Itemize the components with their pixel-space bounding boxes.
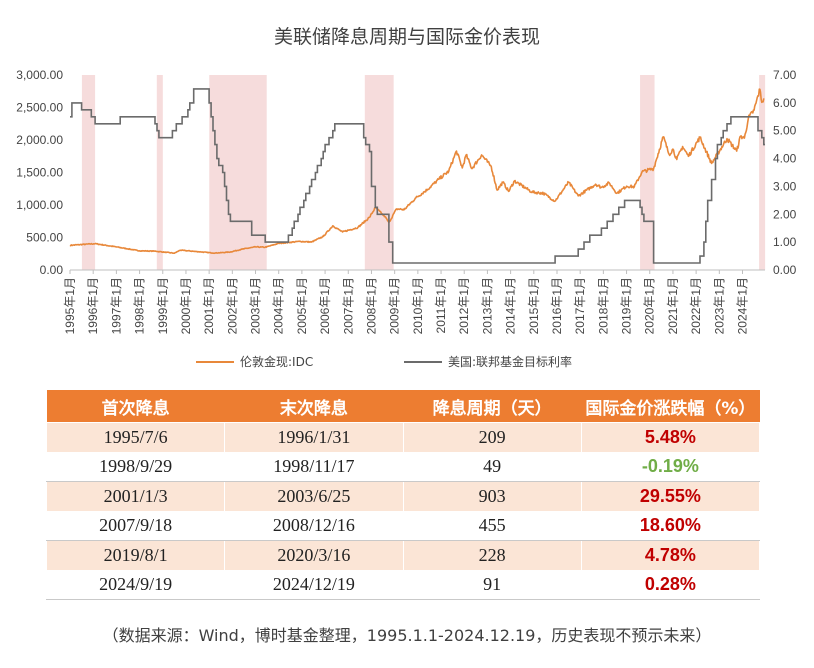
right-axis-tick-label: 3.00 (773, 179, 797, 193)
header-last-cut: 末次降息 (224, 390, 403, 423)
cell-cycle-days: 455 (402, 510, 582, 541)
left-axis-tick-label: 1,500.00 (16, 166, 63, 180)
x-axis-tick-label: 1996年1月 (86, 277, 100, 334)
left-axis-tick-label: 3,000.00 (16, 68, 63, 82)
cell-last-cut: 1996/1/31 (224, 422, 404, 453)
cell-first-cut: 2007/9/18 (45, 510, 226, 541)
gold-vs-fed-rate-chart: 3,000.00 2,500.00 2,000.00 1,500.00 1,000.00… (16, 68, 797, 369)
fed-rate-line (70, 88, 765, 264)
cell-last-cut: 2008/12/16 (224, 510, 404, 541)
cell-cycle-days: 903 (402, 481, 582, 512)
x-axis-tick-label: 1999年1月 (156, 277, 170, 334)
x-axis-tick-label: 2014年1月 (504, 277, 518, 334)
right-axis-tick-label: 6.00 (773, 96, 797, 110)
cell-first-cut: 1998/9/29 (45, 451, 226, 482)
x-axis-tick-label: 2001年1月 (202, 277, 216, 334)
x-axis-tick-label: 2009年1月 (388, 277, 402, 334)
cell-last-cut: 2020/3/16 (224, 540, 404, 571)
table-row: 2007/9/18 2008/12/16 455 18.60% (45, 510, 761, 541)
header-first-cut: 首次降息 (46, 390, 225, 423)
right-axis-tick-label: 4.00 (773, 152, 797, 166)
left-axis-tick-label: 0.00 (40, 263, 64, 277)
right-axis-tick-label: 5.00 (773, 124, 797, 138)
cell-gold-change: 4.78% (580, 540, 761, 571)
x-axis-tick-label: 2020年1月 (643, 277, 657, 334)
legend-fed-label: 美国:联邦基金目标利率 (448, 354, 572, 369)
source-note: （数据来源：Wind，博时基金整理，1995.1.1-2024.12.19，历史… (102, 626, 712, 645)
cell-cycle-days: 91 (402, 569, 582, 600)
x-axis-tick-label: 2013年1月 (480, 277, 494, 334)
rate-cut-shade (156, 75, 163, 270)
cell-cycle-days: 209 (402, 422, 582, 453)
cell-gold-change: 5.48% (580, 422, 761, 453)
table-header-row: 首次降息 末次降息 降息周期（天） 国际金价涨跌幅（%） (46, 390, 760, 423)
cell-gold-change: 18.60% (580, 510, 761, 541)
x-axis-tick-label: 2006年1月 (318, 277, 332, 334)
table-row: 1995/7/6 1996/1/31 209 5.48% (45, 422, 761, 453)
cell-last-cut: 1998/11/17 (224, 451, 404, 482)
right-axis-tick-label: 7.00 (773, 68, 797, 82)
x-axis-tick-label: 2004年1月 (272, 277, 286, 334)
cell-cycle-days: 49 (402, 451, 582, 482)
rate-cut-shade (759, 75, 766, 270)
left-axis-tick-label: 2,000.00 (16, 133, 63, 147)
x-axis-tick-label: 2008年1月 (364, 277, 378, 334)
cell-last-cut: 2003/6/25 (224, 481, 404, 512)
x-axis-tick-label: 2015年1月 (527, 277, 541, 334)
right-axis-tick-label: 1.00 (773, 235, 797, 249)
rate-cut-shade (209, 75, 267, 270)
table-row: 1998/9/29 1998/11/17 49 -0.19% (45, 451, 761, 482)
cell-cycle-days: 228 (402, 540, 582, 571)
x-axis-tick-label: 2019年1月 (620, 277, 634, 334)
x-axis-tick-label: 2010年1月 (411, 277, 425, 334)
x-axis-tick-label: 2000年1月 (179, 277, 193, 334)
x-axis-tick-label: 1995年1月 (63, 277, 77, 334)
cell-gold-change: 29.55% (580, 481, 761, 512)
cell-first-cut: 1995/7/6 (45, 422, 226, 453)
cell-first-cut: 2024/9/19 (45, 569, 226, 600)
x-axis-tick-label: 2007年1月 (341, 277, 355, 334)
rate-cut-table-container: 首次降息 末次降息 降息周期（天） 国际金价涨跌幅（%） 1995/7/6 19… (45, 390, 761, 600)
cell-first-cut: 2001/1/3 (45, 481, 226, 512)
gold-price-line (69, 88, 765, 255)
x-axis-tick-label: 2011年1月 (434, 277, 448, 333)
chart-title: 美联储降息周期与国际金价表现 (273, 26, 540, 48)
x-axis-tick-label: 1997年1月 (109, 277, 123, 334)
legend-gold-label: 伦敦金现:IDC (240, 354, 313, 369)
cell-last-cut: 2024/12/19 (224, 569, 404, 600)
table-row: 2001/1/3 2003/6/25 903 29.55% (45, 481, 761, 512)
x-axis-tick-label: 1998年1月 (133, 277, 147, 334)
x-axis-tick-label: 2021年1月 (666, 277, 680, 334)
x-axis-tick-label: 2003年1月 (249, 277, 263, 334)
x-axis-tick-label: 2018年1月 (596, 277, 610, 334)
rate-cut-shade (81, 75, 96, 270)
x-axis-tick-label: 2002年1月 (225, 277, 239, 334)
x-axis-tick-label: 2012年1月 (457, 277, 471, 334)
x-axis-tick-label: 2017年1月 (573, 277, 587, 334)
header-cycle-days: 降息周期（天） (403, 390, 582, 423)
cell-gold-change: -0.19% (580, 451, 761, 482)
cell-first-cut: 2019/8/1 (45, 540, 226, 571)
cell-gold-change: 0.28% (580, 569, 761, 600)
left-axis-tick-label: 2,500.00 (16, 101, 63, 115)
right-axis-tick-label: 0.00 (773, 263, 797, 277)
x-axis-tick-label: 2023年1月 (712, 277, 726, 334)
rate-cut-table: 首次降息 末次降息 降息周期（天） 国际金价涨跌幅（%） 1995/7/6 19… (45, 390, 761, 600)
x-axis-tick-label: 2005年1月 (295, 277, 309, 334)
x-axis-tick-label: 2016年1月 (550, 277, 564, 334)
table-row: 2024/9/19 2024/12/19 91 0.28% (45, 569, 761, 600)
table-row: 2019/8/1 2020/3/16 228 4.78% (45, 540, 761, 571)
header-gold-change: 国际金价涨跌幅（%） (581, 390, 760, 423)
x-axis-tick-label: 2022年1月 (689, 277, 703, 334)
left-axis-tick-label: 500.00 (26, 231, 63, 245)
right-axis-tick-label: 2.00 (773, 207, 797, 221)
left-axis-tick-label: 1,000.00 (16, 198, 63, 212)
x-axis-tick-label: 2024年1月 (736, 277, 750, 334)
